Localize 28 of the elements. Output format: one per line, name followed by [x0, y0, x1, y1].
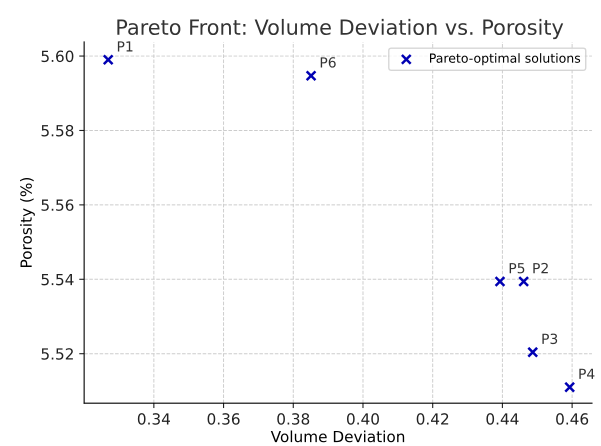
annotation: P2 [533, 262, 548, 274]
point [518, 276, 530, 288]
point [494, 276, 506, 288]
point [305, 70, 317, 82]
x-tick-label: 0.38 [277, 413, 310, 425]
annotation: P4 [579, 368, 594, 379]
point [102, 54, 114, 66]
annotation: P6 [320, 57, 336, 68]
legend-label: Pareto-optimal solutions [430, 53, 580, 66]
y-tick-label: 5.56 [42, 199, 74, 211]
annotation: P5 [510, 263, 524, 274]
annotation: P1 [118, 41, 132, 52]
chart-title: Pareto Front: Volume Deviation vs. Porosity [117, 18, 564, 40]
x-tick-label: 0.34 [138, 413, 170, 425]
x-tick-label: 0.44 [486, 413, 519, 425]
x-tick-label: 0.42 [416, 413, 448, 425]
annotation: P3 [542, 334, 558, 344]
x-axis-title: Volume Deviation [270, 430, 404, 442]
x-tick-label: 0.46 [556, 413, 588, 425]
point [527, 346, 538, 358]
y-tick-label: 5.58 [42, 124, 74, 136]
y-axis-title: Porosity (%) [20, 178, 35, 267]
y-tick-label: 5.54 [42, 274, 74, 286]
y-tick-label: 5.52 [42, 348, 73, 360]
point [564, 382, 576, 393]
y-tick-label: 5.60 [42, 50, 74, 62]
x-tick-label: 0.36 [208, 413, 240, 425]
x-tick-label: 0.40 [346, 413, 379, 425]
